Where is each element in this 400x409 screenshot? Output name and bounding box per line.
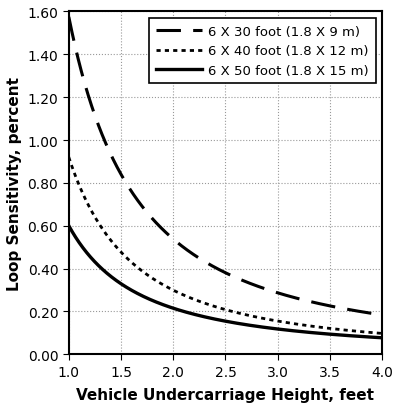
6 X 50 foot (1.8 X 15 m) (66, 224, 71, 229)
6 X 30 foot (1.8 X 9 m) (66, 15, 71, 20)
Y-axis label: Loop Sensitivity, percent: Loop Sensitivity, percent (7, 77, 22, 290)
6 X 50 foot (1.8 X 15 m) (316, 331, 321, 336)
Line: 6 X 40 foot (1.8 X 12 m): 6 X 40 foot (1.8 X 12 m) (69, 158, 382, 334)
6 X 40 foot (1.8 X 12 m) (66, 155, 71, 160)
6 X 40 foot (1.8 X 12 m) (311, 324, 316, 329)
6 X 40 foot (1.8 X 12 m) (316, 325, 321, 330)
6 X 30 foot (1.8 X 9 m) (98, 130, 103, 135)
6 X 50 foot (1.8 X 15 m) (204, 315, 209, 320)
6 X 30 foot (1.8 X 9 m) (380, 313, 384, 318)
6 X 40 foot (1.8 X 12 m) (98, 225, 103, 229)
6 X 50 foot (1.8 X 15 m) (311, 330, 316, 335)
6 X 40 foot (1.8 X 12 m) (204, 302, 209, 307)
6 X 50 foot (1.8 X 15 m) (98, 265, 103, 270)
Legend: 6 X 30 foot (1.8 X 9 m), 6 X 40 foot (1.8 X 12 m), 6 X 50 foot (1.8 X 15 m): 6 X 30 foot (1.8 X 9 m), 6 X 40 foot (1.… (149, 19, 376, 84)
6 X 30 foot (1.8 X 9 m) (311, 300, 316, 305)
Line: 6 X 50 foot (1.8 X 15 m): 6 X 50 foot (1.8 X 15 m) (69, 226, 382, 338)
6 X 30 foot (1.8 X 9 m) (204, 261, 209, 265)
X-axis label: Vehicle Undercarriage Height, feet: Vehicle Undercarriage Height, feet (76, 387, 374, 402)
6 X 50 foot (1.8 X 15 m) (193, 312, 198, 317)
6 X 30 foot (1.8 X 9 m) (282, 292, 286, 297)
Line: 6 X 30 foot (1.8 X 9 m): 6 X 30 foot (1.8 X 9 m) (69, 18, 382, 315)
6 X 40 foot (1.8 X 12 m) (282, 320, 286, 325)
6 X 40 foot (1.8 X 12 m) (193, 298, 198, 303)
6 X 50 foot (1.8 X 15 m) (380, 335, 384, 340)
6 X 30 foot (1.8 X 9 m) (193, 254, 198, 258)
6 X 50 foot (1.8 X 15 m) (282, 328, 286, 333)
6 X 40 foot (1.8 X 12 m) (380, 331, 384, 336)
6 X 30 foot (1.8 X 9 m) (316, 301, 321, 306)
